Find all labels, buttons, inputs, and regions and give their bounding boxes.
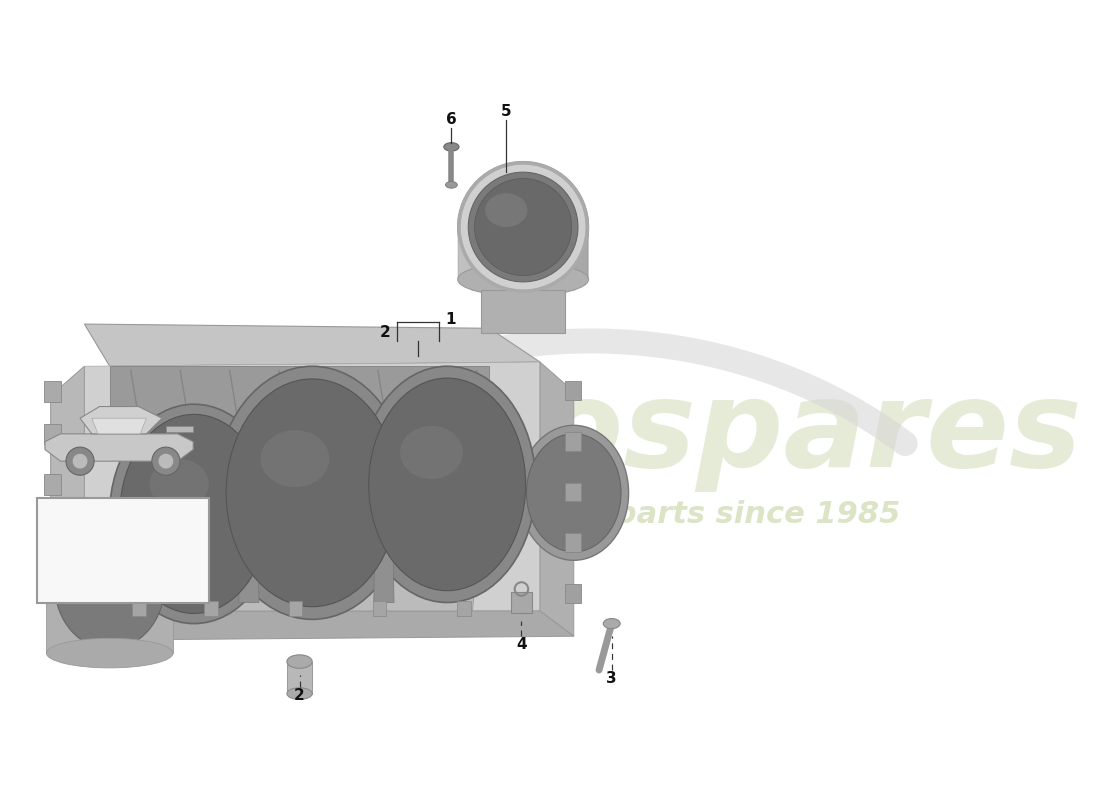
Bar [565, 534, 581, 552]
Ellipse shape [485, 194, 527, 227]
Ellipse shape [458, 262, 588, 296]
Polygon shape [51, 611, 574, 641]
Polygon shape [287, 662, 312, 694]
Bar [565, 482, 581, 502]
Ellipse shape [120, 414, 268, 614]
Circle shape [152, 447, 180, 475]
Ellipse shape [110, 404, 278, 623]
Ellipse shape [227, 379, 398, 606]
Bar [205, 601, 218, 616]
Bar [565, 382, 581, 400]
Ellipse shape [519, 426, 628, 560]
Ellipse shape [150, 459, 209, 509]
Text: eurospares: eurospares [310, 375, 1082, 492]
Bar [565, 432, 581, 450]
Polygon shape [540, 362, 574, 636]
Ellipse shape [287, 688, 312, 699]
Ellipse shape [400, 426, 463, 479]
Polygon shape [574, 218, 589, 290]
Bar [373, 601, 386, 616]
Polygon shape [51, 366, 85, 641]
Bar [288, 601, 302, 616]
Circle shape [66, 447, 95, 475]
Bar [44, 424, 60, 444]
Bar [458, 601, 471, 616]
Polygon shape [46, 590, 173, 653]
Ellipse shape [287, 655, 312, 668]
Ellipse shape [469, 172, 578, 282]
Circle shape [158, 454, 174, 469]
Bar [512, 592, 531, 613]
Ellipse shape [458, 162, 588, 293]
Text: 2: 2 [379, 325, 390, 340]
Text: a passion for parts since 1985: a passion for parts since 1985 [381, 500, 900, 530]
Ellipse shape [446, 182, 458, 188]
Polygon shape [374, 426, 394, 602]
Ellipse shape [261, 430, 329, 487]
Ellipse shape [46, 638, 173, 668]
Ellipse shape [216, 366, 409, 619]
Polygon shape [85, 324, 540, 366]
Circle shape [73, 454, 88, 469]
Ellipse shape [359, 366, 536, 602]
Ellipse shape [527, 434, 622, 552]
Bar [565, 584, 581, 602]
Text: 3: 3 [606, 671, 617, 686]
Bar [44, 474, 60, 494]
Bar [132, 601, 146, 616]
Polygon shape [140, 426, 490, 611]
Ellipse shape [474, 178, 572, 275]
Text: 4: 4 [516, 637, 527, 652]
Ellipse shape [443, 142, 459, 151]
Ellipse shape [55, 522, 165, 649]
Ellipse shape [46, 514, 173, 658]
Ellipse shape [368, 378, 526, 590]
Text: 1: 1 [446, 311, 455, 326]
Polygon shape [110, 366, 489, 426]
Text: 5: 5 [500, 104, 512, 119]
Polygon shape [45, 434, 194, 461]
Ellipse shape [603, 618, 620, 629]
Ellipse shape [460, 164, 586, 290]
Text: 2: 2 [294, 688, 305, 703]
Polygon shape [80, 406, 162, 434]
Bar [37, 498, 209, 602]
Polygon shape [166, 426, 194, 431]
Bar [44, 575, 60, 596]
Bar [44, 525, 60, 545]
Polygon shape [459, 218, 473, 290]
Polygon shape [239, 426, 258, 602]
Polygon shape [91, 418, 146, 434]
Polygon shape [481, 290, 565, 333]
Text: 6: 6 [446, 112, 456, 127]
Polygon shape [85, 362, 540, 611]
Bar [44, 382, 60, 402]
